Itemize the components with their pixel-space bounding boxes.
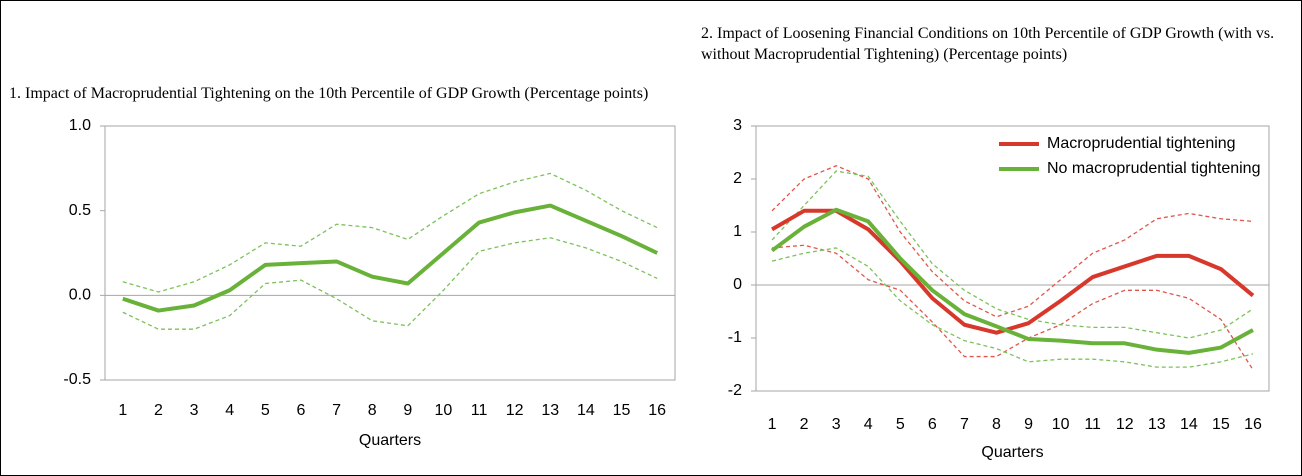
x-tick-label: 6 <box>296 402 305 419</box>
x-tick-label: 10 <box>435 402 453 419</box>
x-tick-label: 1 <box>118 402 127 419</box>
x-tick-label: 10 <box>1052 416 1070 433</box>
x-tick-label: 16 <box>1244 416 1262 433</box>
y-tick-label: -1 <box>728 329 742 346</box>
x-axis-label: Quarters <box>981 444 1043 461</box>
legend-label: No macroprudential tightening <box>1047 160 1260 177</box>
y-tick-label: -2 <box>728 382 742 399</box>
band-line <box>122 172 658 293</box>
x-tick-label: 14 <box>1180 416 1198 433</box>
x-tick-label: 15 <box>1212 416 1230 433</box>
chart-title: 2. Impact of Loosening Financial Conditi… <box>701 25 1275 63</box>
band-line <box>771 165 1254 318</box>
y-tick-label: 0.0 <box>69 287 91 304</box>
x-tick-label: 7 <box>332 402 341 419</box>
x-tick-label: 12 <box>506 402 524 419</box>
y-tick-label: -0.5 <box>63 371 91 388</box>
y-tick-label: 0 <box>733 276 742 293</box>
x-tick-label: 9 <box>1024 416 1033 433</box>
plot-area <box>104 125 676 381</box>
band-line <box>122 237 658 330</box>
line <box>770 207 1254 355</box>
plot-area <box>755 125 1270 392</box>
x-tick-label: 2 <box>800 416 809 433</box>
y-tick-label: 0.5 <box>69 202 91 219</box>
x-tick-label: 13 <box>541 402 559 419</box>
x-tick-label: 11 <box>1084 416 1101 433</box>
x-tick-label: 16 <box>648 402 666 419</box>
y-tick-label: 1 <box>733 223 742 240</box>
x-tick-label: 12 <box>1116 416 1134 433</box>
line <box>122 203 659 313</box>
y-tick-label: 2 <box>733 170 742 187</box>
x-tick-label: 14 <box>577 402 595 419</box>
x-tick-label: 3 <box>832 416 841 433</box>
x-axis-label: Quarters <box>359 432 421 449</box>
x-tick-label: 4 <box>225 402 234 419</box>
line <box>771 208 1255 335</box>
x-tick-label: 5 <box>261 402 270 419</box>
band-line <box>771 170 1254 339</box>
x-tick-label: 8 <box>992 416 1001 433</box>
x-tick-label: 15 <box>613 402 631 419</box>
band-line <box>771 247 1254 368</box>
y-tick-label: 1.0 <box>69 117 91 134</box>
legend-label: Macroprudential tightening <box>1047 135 1236 152</box>
x-tick-label: 5 <box>896 416 905 433</box>
x-tick-label: 1 <box>768 416 777 433</box>
x-tick-label: 13 <box>1148 416 1166 433</box>
x-tick-label: 11 <box>471 402 488 419</box>
x-tick-label: 3 <box>190 402 199 419</box>
x-tick-label: 2 <box>154 402 163 419</box>
band-line <box>771 244 1254 371</box>
x-tick-label: 9 <box>403 402 412 419</box>
x-tick-label: 4 <box>864 416 873 433</box>
y-tick-label: 3 <box>733 117 742 134</box>
chart-title: 1. Impact of Macroprudential Tightening … <box>9 85 649 102</box>
x-tick-label: 6 <box>928 416 937 433</box>
x-tick-label: 8 <box>368 402 377 419</box>
x-tick-label: 7 <box>960 416 969 433</box>
